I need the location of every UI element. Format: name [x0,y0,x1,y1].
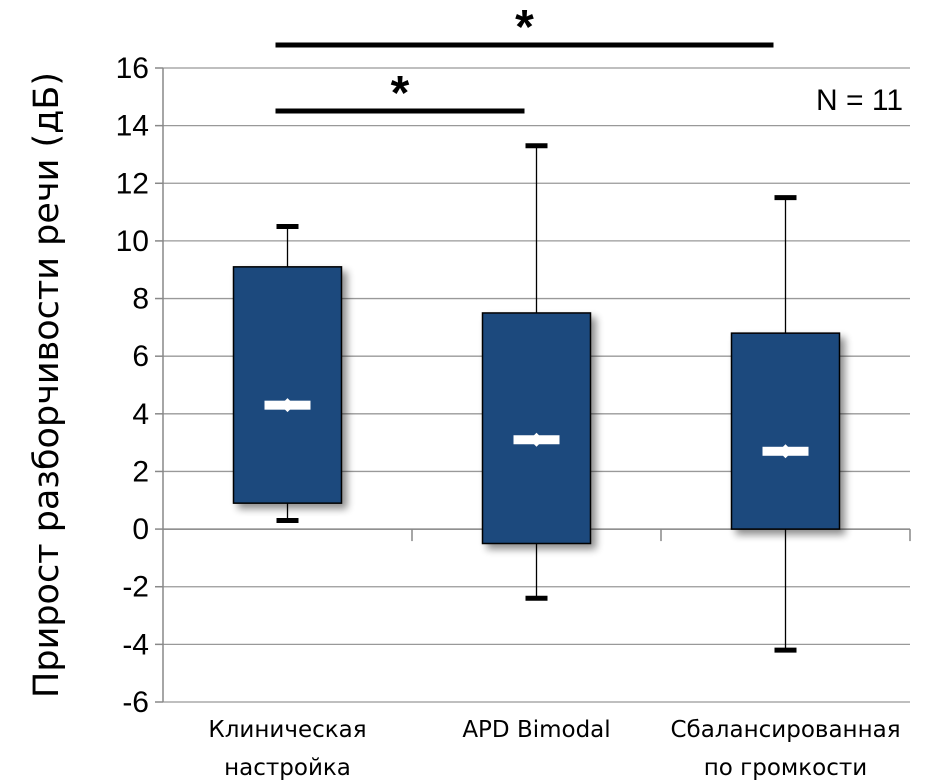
median-diamond [529,432,544,447]
median-diamond [280,398,295,413]
significance-star: * [391,67,410,120]
y-tick-label: -4 [122,628,149,661]
significance-brackets: ** [275,1,774,120]
x-category-label: APD Bimodal [462,717,610,743]
iqr-box [730,332,841,530]
y-tick-label: 14 [116,110,149,143]
labels: -6 -4 -2 0 2 4 6 8 10 12 14 16 N = 11 Клиническая наст… [27,52,903,781]
x-category-label: Сбалансированная [670,717,900,743]
box-3 [730,195,841,653]
x-category-label: по громкости [704,755,867,781]
y-tick-label: 0 [132,513,149,546]
boxes [232,143,841,653]
y-tick-label: -6 [122,686,149,719]
significance-star: * [515,1,534,54]
box-2 [481,143,592,601]
y-tick-label: -2 [122,571,149,604]
y-tick-label: 6 [132,340,149,373]
sample-size-annotation: N = 11 [816,84,903,117]
y-axis-title: Прирост разборчивости речи (дБ) [27,72,67,698]
y-tick-label: 2 [132,455,149,488]
x-category-label: настройка [224,755,351,781]
y-tick-label: 10 [116,225,149,258]
median-diamond [778,444,793,459]
y-tick-label: 16 [116,52,149,85]
x-category-label: Клиническая [208,717,366,743]
y-tick-label: 8 [132,283,149,316]
box-1 [232,224,343,523]
y-tick-label: 4 [132,398,149,431]
iqr-box [481,312,592,545]
y-tick-label: 12 [116,167,149,200]
iqr-box [232,266,343,504]
